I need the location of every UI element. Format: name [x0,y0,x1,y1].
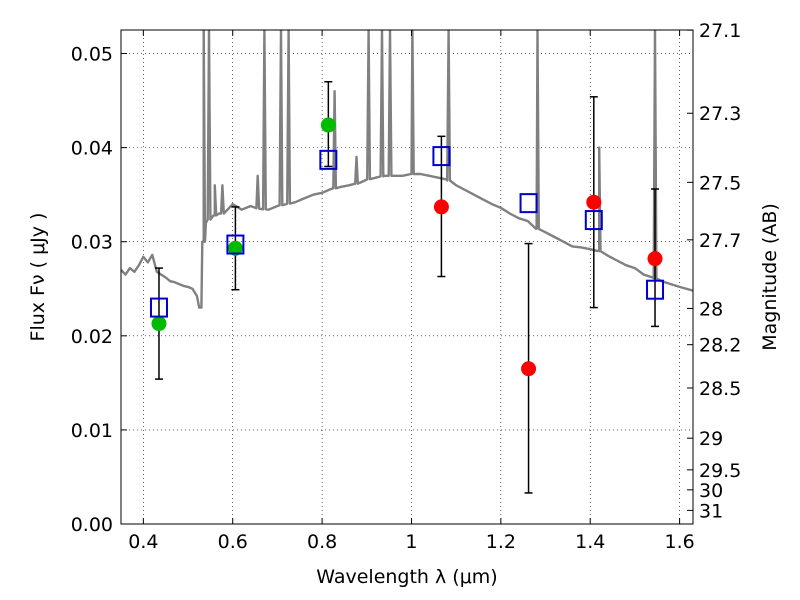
x-tick-label: 0.4 [128,531,158,553]
y2-tick-label: 29.5 [699,460,741,482]
x-tick-label: 1 [405,531,417,553]
model-photometry-square [519,193,538,214]
y2-tick-label: 27.7 [699,230,741,252]
y-tick-label: 0.00 [71,514,113,536]
axes: 0.4 0.6 0.8 1 1.2 1.4 1.6 0.00 0.01 0.02 0.03 0.04 0… [71,20,742,553]
y2-tick-label: 27.3 [699,103,741,125]
data-point [433,199,449,215]
y2-axis-label: Magnitude (AB) [759,203,781,351]
x-tick-label: 1.4 [575,531,605,553]
model-photometry-square [646,279,665,300]
y-tick-label: 0.04 [71,138,113,160]
y-tick-label: 0.01 [71,420,113,442]
data-point [151,316,167,332]
model-photometry-square [432,146,451,167]
data-point [521,361,537,377]
x-tick-label: 0.6 [218,531,248,553]
x-tick-label: 0.8 [307,531,337,553]
y2-tick-label: 29 [699,428,723,450]
model-spectrum [121,30,693,309]
y-tick-label: 0.02 [71,326,113,348]
photometry-points [149,81,665,494]
data-point [227,240,243,256]
y2-tick-label: 30 [699,480,723,502]
x-tick-label: 1.6 [664,531,694,553]
grid [121,30,693,525]
y-tick-label: 0.03 [71,232,113,254]
data-point [320,117,336,133]
model-photometry-square [319,149,338,170]
y2-tick-label: 27.1 [699,20,741,42]
model-photometry-square [149,297,168,318]
y2-tick-label: 28 [699,298,723,320]
spectrum-line [121,30,693,309]
data-point [586,194,602,210]
y-tick-label: 0.05 [71,44,113,66]
data-point [647,251,663,267]
y2-tick-label: 27.5 [699,172,741,194]
x-axis-label: Wavelength λ (μm) [316,566,497,588]
y2-tick-label: 28.5 [699,378,741,400]
model-photometry-square [584,210,603,231]
model-photometry-square [226,234,245,255]
y2-tick-label: 28.2 [699,335,741,357]
plot-frame [120,29,694,525]
y-axis-label: Flux Fν ( μJy ) [27,213,49,342]
y2-tick-label: 31 [699,500,723,522]
x-tick-label: 1.2 [486,531,516,553]
